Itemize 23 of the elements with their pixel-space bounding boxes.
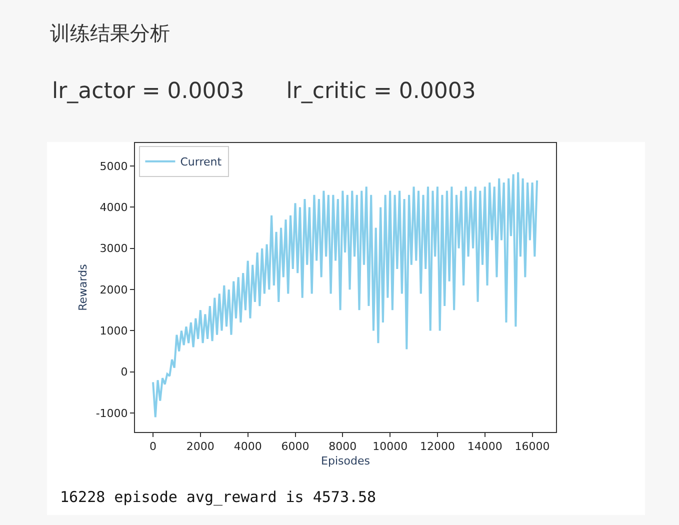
y-tick-label: 2000 (100, 283, 128, 296)
y-tick-label: 5000 (100, 160, 128, 173)
chart-title: 训练结果分析 (50, 21, 170, 45)
y-tick-label: 0 (120, 366, 128, 379)
y-tick-label: 3000 (100, 242, 128, 256)
x-axis-title: Episodes (321, 454, 370, 468)
x-tick-label: 8000 (328, 440, 357, 454)
x-tick-label: 16000 (514, 440, 550, 454)
x-tick-label: 2000 (186, 440, 214, 454)
y-tick-label: 4000 (100, 201, 128, 214)
legend-label: Current (180, 156, 222, 169)
chart-subtitle: lr_actor = 0.0003 lr_critic = 0.0003 (52, 79, 476, 104)
line-series (152, 171, 538, 418)
x-tick-label: 12000 (420, 440, 455, 454)
text: 16228 episode avg_reward is 4573.58 (60, 488, 376, 506)
x-tick-label: 4000 (234, 440, 262, 454)
y-tick-label: 1000 (100, 324, 128, 338)
x-tick-label: 14000 (467, 440, 502, 454)
y-axis-title: Rewards (76, 264, 90, 311)
x-tick-label: 10000 (372, 440, 408, 454)
x-tick-label: 0 (150, 440, 157, 454)
y-tick-label: -1000 (96, 406, 128, 420)
x-tick-label: 6000 (281, 440, 310, 454)
